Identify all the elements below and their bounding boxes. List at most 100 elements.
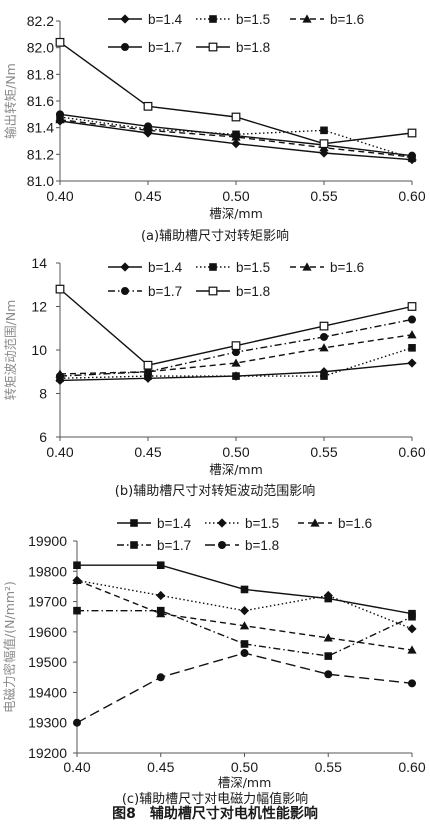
data-point bbox=[55, 37, 65, 47]
y-axis-label: 电磁力密幅值/(N/mm²) bbox=[2, 581, 17, 713]
series-line bbox=[59, 334, 413, 375]
legend-entry: b=1.4 bbox=[117, 516, 192, 531]
data-point bbox=[156, 561, 165, 570]
y-tick-label: 12 bbox=[31, 299, 47, 315]
chart-electromagnetic-force: 19200 19300 19400 19500 19600 19700 19800 19900… bbox=[2, 516, 426, 807]
subfigure-caption: (c)辅助槽尺寸对电磁力幅值影响 bbox=[122, 791, 308, 807]
y-tick-label: 81.4 bbox=[27, 120, 54, 136]
legend-entry: b=1.4 bbox=[108, 12, 183, 27]
legend-marker bbox=[208, 286, 218, 296]
x-axis-label: 槽深/mm bbox=[209, 206, 263, 221]
legend-label: b=1.6 bbox=[330, 260, 364, 275]
legend-marker bbox=[130, 541, 138, 549]
legend-entry: b=1.5 bbox=[205, 516, 279, 531]
legend-marker bbox=[218, 541, 226, 549]
y-tick-label: 19700 bbox=[28, 594, 67, 610]
y-tick-label: 19400 bbox=[28, 684, 67, 700]
data-point bbox=[144, 372, 152, 380]
legend-label: b=1.5 bbox=[236, 12, 270, 27]
legend-label: b=1.6 bbox=[330, 12, 364, 27]
series-b=1.8 bbox=[73, 649, 416, 727]
legend-label: b=1.4 bbox=[148, 260, 183, 275]
data-point bbox=[231, 139, 241, 149]
legend-entry: b=1.5 bbox=[196, 12, 270, 27]
legend-label: b=1.8 bbox=[245, 538, 279, 553]
y-tick-label: 82.2 bbox=[27, 13, 54, 29]
series-b=1.7 bbox=[56, 315, 416, 381]
series-line bbox=[59, 118, 413, 158]
series-line bbox=[76, 579, 413, 630]
x-tick-label: 0.50 bbox=[222, 444, 249, 460]
subfigure-caption: (a)辅助槽尺寸对转矩影响 bbox=[141, 228, 289, 244]
data-point bbox=[408, 344, 416, 352]
legend-marker bbox=[217, 518, 227, 528]
data-point bbox=[323, 590, 333, 601]
y-tick-label: 81.6 bbox=[27, 93, 54, 109]
x-tick-label: 0.45 bbox=[134, 444, 161, 460]
data-point bbox=[407, 330, 417, 339]
data-point bbox=[240, 649, 249, 658]
legend-marker bbox=[130, 519, 138, 527]
x-axis-label: 槽深/mm bbox=[218, 775, 272, 790]
data-point bbox=[55, 115, 65, 124]
x-tick-label: 0.50 bbox=[222, 188, 249, 204]
data-point bbox=[143, 101, 153, 111]
legend-label: b=1.7 bbox=[148, 284, 182, 299]
data-point bbox=[144, 122, 152, 131]
data-point bbox=[73, 561, 81, 570]
x-tick-label: 0.40 bbox=[46, 188, 73, 204]
legend-entry: b=1.4 bbox=[108, 260, 183, 275]
data-point bbox=[408, 151, 416, 160]
legend-label: b=1.8 bbox=[236, 284, 270, 299]
data-point bbox=[73, 606, 81, 615]
data-point bbox=[239, 621, 250, 630]
legend-entry: b=1.7 bbox=[108, 40, 182, 55]
legend-marker bbox=[208, 42, 218, 52]
data-point bbox=[231, 112, 241, 122]
x-tick-label: 0.45 bbox=[147, 759, 174, 775]
legend-entry: b=1.8 bbox=[196, 284, 270, 299]
legend-label: b=1.5 bbox=[245, 516, 279, 531]
data-point bbox=[73, 718, 81, 727]
legend-entry: b=1.6 bbox=[298, 516, 372, 531]
chart-torque: 81.0 81.2 81.4 81.6 81.8 82.0 82.2 0.40 0.45 0.50… bbox=[3, 12, 426, 244]
data-point bbox=[72, 575, 82, 584]
subfigure-caption: (b)辅助槽尺寸对转矩波动范围影响 bbox=[115, 483, 315, 499]
x-axis-label: 槽深/mm bbox=[209, 462, 263, 477]
y-tick-label: 82.0 bbox=[27, 40, 54, 56]
data-point bbox=[319, 343, 329, 352]
data-point bbox=[407, 645, 417, 654]
legend-label: b=1.4 bbox=[148, 12, 183, 27]
data-point bbox=[144, 367, 152, 376]
data-point bbox=[320, 372, 328, 380]
legend-entry: b=1.6 bbox=[290, 12, 364, 27]
data-point bbox=[240, 585, 249, 594]
data-point bbox=[231, 358, 241, 367]
x-tick-label: 0.55 bbox=[310, 188, 337, 204]
data-point bbox=[408, 315, 416, 324]
legend-label: b=1.8 bbox=[236, 40, 270, 55]
data-point bbox=[56, 372, 64, 381]
x-tick-label: 0.50 bbox=[231, 759, 258, 775]
legend-marker bbox=[209, 15, 217, 23]
legend-marker bbox=[310, 518, 320, 527]
x-tick-label: 0.60 bbox=[398, 759, 425, 775]
data-point bbox=[231, 341, 241, 351]
x-tick-label: 0.40 bbox=[46, 444, 73, 460]
y-tick-label: 19800 bbox=[28, 563, 67, 579]
y-tick-label: 81.2 bbox=[27, 146, 54, 162]
y-axis-label: 输出转矩/Nm bbox=[3, 63, 18, 139]
x-tick-label: 0.45 bbox=[134, 188, 161, 204]
data-point bbox=[232, 372, 240, 380]
data-point bbox=[240, 640, 249, 648]
legend-label: b=1.7 bbox=[157, 538, 191, 553]
y-tick-label: 19500 bbox=[28, 654, 67, 670]
y-tick-label: 81.0 bbox=[27, 173, 54, 189]
legend-label: b=1.7 bbox=[148, 40, 182, 55]
y-tick-label: 19900 bbox=[28, 533, 67, 549]
chart-torque-ripple: 6 8 10 12 14 0.40 0.45 0.50 0.55 0.60 槽深/mm 转矩波动范围/… bbox=[3, 255, 426, 499]
legend-entry: b=1.7 bbox=[117, 538, 191, 553]
legend-marker bbox=[302, 262, 312, 271]
y-tick-label: 81.8 bbox=[27, 66, 54, 82]
y-tick-label: 10 bbox=[31, 342, 47, 358]
